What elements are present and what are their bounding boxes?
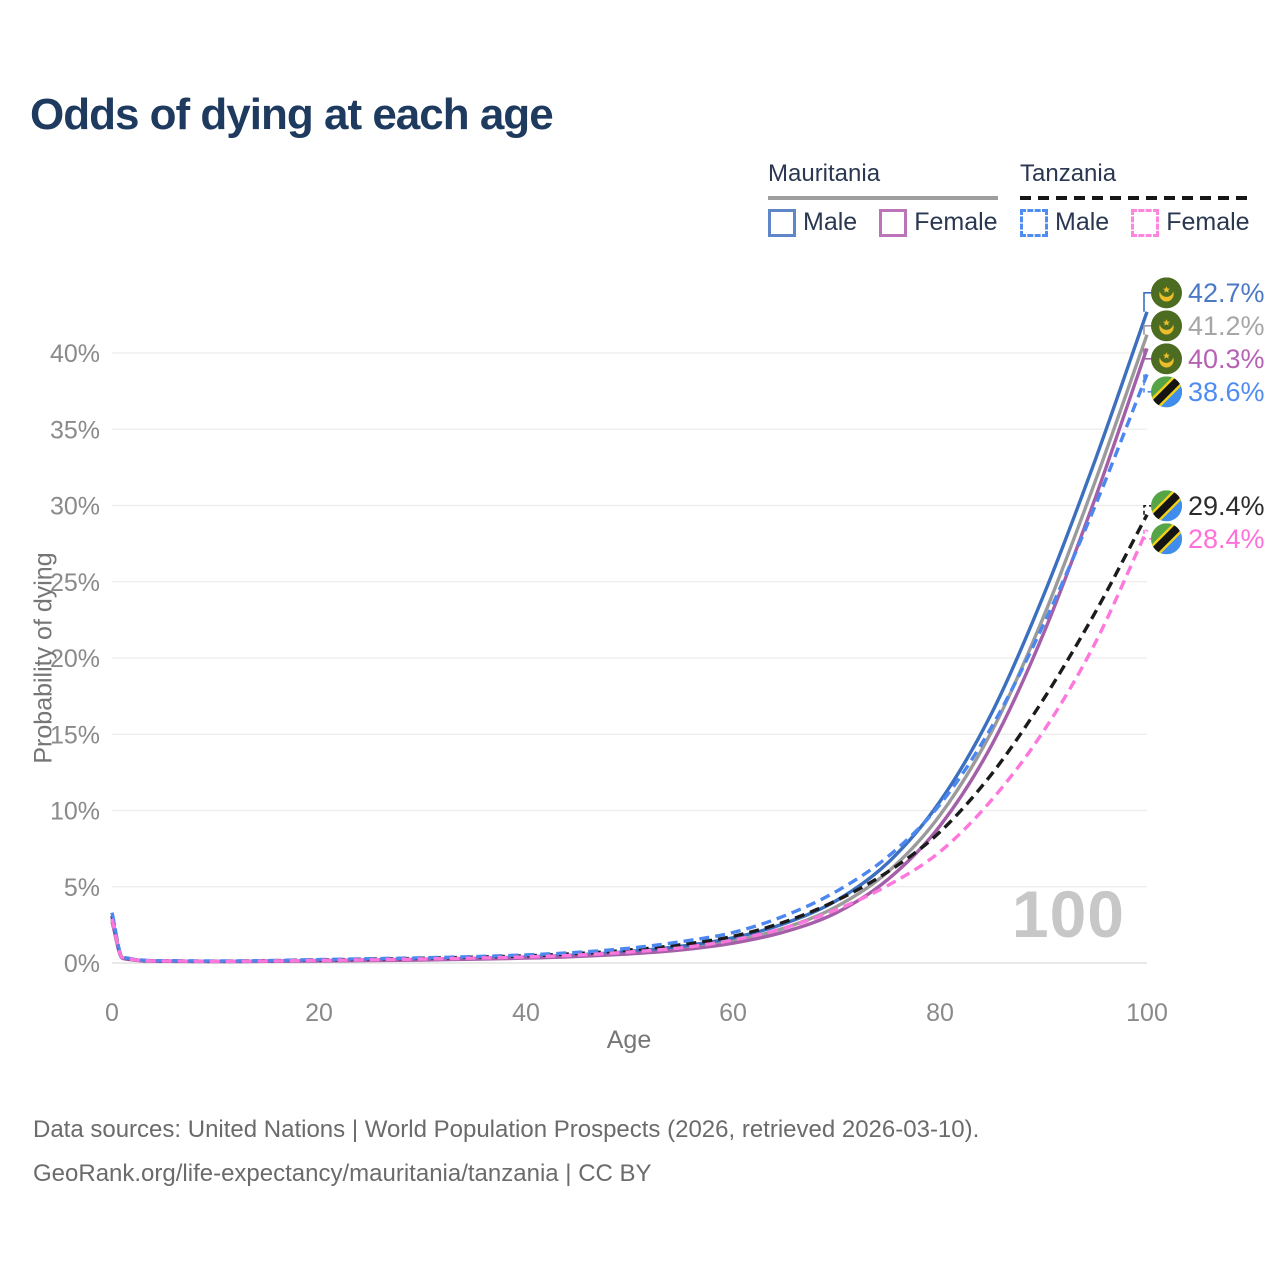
end-value-mauritania-male: 42.7% [1188,278,1265,308]
tanzania-flag-icon [1148,373,1185,410]
end-value-mauritania-female: 40.3% [1188,344,1265,374]
end-label-connectors [1143,292,1153,540]
y-tick-label: 10% [50,798,100,826]
gridlines [112,352,1147,964]
tanzania-dashed-line-sample [1020,196,1250,200]
legend-country-tanzania: Tanzania [1020,160,1117,187]
y-axis-title: Probability of dying [29,552,58,764]
legend-toggle-tanzania-female[interactable]: Female [1131,208,1250,237]
x-axis-title: Age [606,1026,652,1054]
checkbox-icon-mauritania-female [879,208,908,237]
line-mauritania-female[interactable] [110,347,1149,964]
footer: Data sources: United Nations | World Pop… [33,1108,979,1196]
y-tick-label: 20% [50,645,100,673]
y-tick-label: 0% [64,950,100,978]
y-tick-label: 15% [50,721,100,749]
y-tick-label: 30% [50,493,100,521]
checkbox-icon-tanzania-male [1020,208,1048,237]
x-tick-label: 0 [105,999,119,1027]
x-tick-label: 100 [1126,999,1168,1027]
legend-label-male: Male [803,208,858,236]
x-tick-label: 40 [512,999,540,1027]
end-value-mauritania-total: 41.2% [1188,311,1265,341]
y-tick-label: 35% [50,416,100,444]
line-tanzania-total[interactable] [110,513,1149,963]
data-sources-line: Data sources: United Nations | World Pop… [33,1116,980,1143]
mauritania-solid-line-sample [768,196,998,200]
legend-toggle-tanzania-male[interactable]: Male [1020,208,1109,237]
end-value-tanzania-male: 38.6% [1188,377,1265,407]
connector-tanzania-male [1143,374,1153,393]
legend-group-mauritania: Mauritania Male Female [768,160,998,237]
x-tick-label: 80 [926,999,954,1027]
mauritania-flag-icon [1151,310,1182,342]
mauritania-flag-icon [1151,343,1182,375]
legend-label-female: Female [1166,208,1250,236]
tanzania-flag-icon [1148,487,1185,524]
axis-tick-labels: 0% 5% 10% 15% 20% 25% 30% 35% 40% 0 20 40 60 80 100 [50,340,1168,1027]
legend-label-female: Female [914,208,998,236]
mauritania-flag-icon [1151,277,1182,309]
end-value-tanzania-total: 29.4% [1188,491,1265,521]
legend-country-mauritania: Mauritania [768,160,881,187]
y-tick-label: 25% [50,569,100,597]
line-tanzania-male[interactable] [110,373,1149,963]
x-tick-label: 20 [305,999,333,1027]
connector-mauritania-male [1143,292,1153,312]
age-counter-watermark: 100 [1011,877,1125,951]
checkbox-icon-tanzania-female [1131,208,1160,237]
legend-group-tanzania: Tanzania Male Female [1020,160,1250,237]
tanzania-flag-icon [1148,520,1185,557]
checkbox-icon-mauritania-male [768,208,796,237]
page-title: Odds of dying at each age [30,90,554,139]
legend-label-male: Male [1055,208,1110,236]
line-mauritania-male[interactable] [110,311,1149,964]
y-tick-label: 5% [64,874,100,902]
series-end-labels: 42.7%41.2%40.3%38.6% 29.4%28.4% [1148,277,1265,557]
series-lines [110,311,1149,964]
legend-toggle-mauritania-female[interactable]: Female [879,208,998,237]
legend-toggle-mauritania-male[interactable]: Male [768,208,857,237]
end-value-tanzania-female: 28.4% [1188,524,1265,554]
connector-mauritania-female [1143,348,1153,360]
line-tanzania-female[interactable] [110,529,1149,964]
connector-tanzania-female [1143,529,1153,540]
x-tick-label: 60 [719,999,747,1027]
connector-mauritania-total [1143,325,1153,335]
attribution-line: GeoRank.org/life-expectancy/mauritania/t… [33,1160,652,1187]
y-tick-label: 40% [50,340,100,368]
connector-tanzania-total [1143,505,1153,515]
